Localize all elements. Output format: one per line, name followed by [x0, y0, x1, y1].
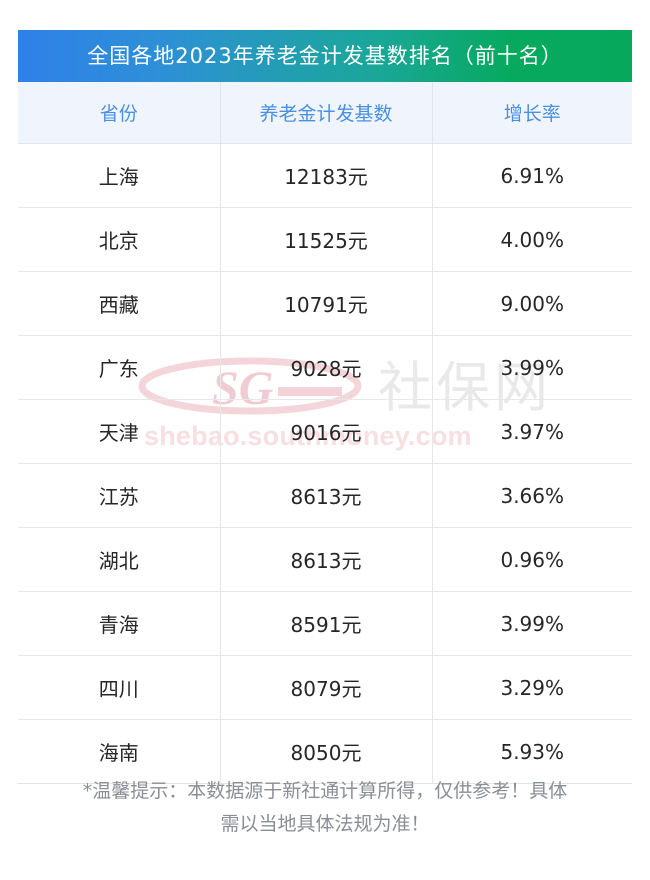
- cell-growth: 0.96%: [432, 527, 632, 592]
- table-row: 广东 9028元 3.99%: [18, 335, 632, 400]
- table-header: 省份 养老金计发基数 增长率: [18, 82, 632, 144]
- pension-ranking-table: 省份 养老金计发基数 增长率 上海 12183元 6.91% 北京 11525元…: [18, 82, 632, 784]
- cell-province: 湖北: [18, 527, 221, 592]
- cell-province: 西藏: [18, 271, 221, 336]
- footer-note-line-1: *温馨提示：本数据源于新社通计算所得，仅供参考！具体: [82, 780, 568, 802]
- cell-growth: 3.97%: [432, 399, 632, 464]
- table-row: 湖北 8613元 0.96%: [18, 527, 632, 592]
- column-header-growth: 增长率: [432, 82, 632, 144]
- cell-growth: 6.91%: [432, 143, 632, 208]
- cell-province: 广东: [18, 335, 221, 400]
- cell-base: 10791元: [220, 271, 433, 336]
- cell-province: 北京: [18, 207, 221, 272]
- column-header-province: 省份: [18, 82, 221, 144]
- column-header-base: 养老金计发基数: [220, 82, 433, 144]
- ranking-table-container: 全国各地2023年养老金计发基数排名（前十名） 省份 养老金计发基数 增长率 上…: [18, 30, 632, 784]
- cell-base: 12183元: [220, 143, 433, 208]
- table-header-row: 省份 养老金计发基数 增长率: [18, 82, 632, 144]
- table-row: 天津 9016元 3.97%: [18, 399, 632, 464]
- cell-province: 上海: [18, 143, 221, 208]
- cell-growth: 3.99%: [432, 591, 632, 656]
- table-row: 青海 8591元 3.99%: [18, 591, 632, 656]
- cell-base: 8050元: [220, 719, 433, 784]
- cell-province: 四川: [18, 655, 221, 720]
- cell-base: 8591元: [220, 591, 433, 656]
- cell-growth: 3.66%: [432, 463, 632, 528]
- cell-province: 江苏: [18, 463, 221, 528]
- footer-note: *温馨提示：本数据源于新社通计算所得，仅供参考！具体 需以当地具体法规为准！: [18, 775, 632, 841]
- table-row: 海南 8050元 5.93%: [18, 719, 632, 784]
- table-title-bar: 全国各地2023年养老金计发基数排名（前十名）: [18, 30, 632, 82]
- cell-base: 11525元: [220, 207, 433, 272]
- cell-province: 海南: [18, 719, 221, 784]
- table-row: 江苏 8613元 3.66%: [18, 463, 632, 528]
- cell-growth: 9.00%: [432, 271, 632, 336]
- table-body: 上海 12183元 6.91% 北京 11525元 4.00% 西藏 10791…: [18, 143, 632, 784]
- cell-growth: 3.29%: [432, 655, 632, 720]
- table-row: 北京 11525元 4.00%: [18, 207, 632, 272]
- table-row: 西藏 10791元 9.00%: [18, 271, 632, 336]
- cell-base: 8079元: [220, 655, 433, 720]
- cell-base: 9028元: [220, 335, 433, 400]
- cell-base: 8613元: [220, 463, 433, 528]
- footer-note-line-2: 需以当地具体法规为准！: [220, 813, 430, 835]
- cell-growth: 5.93%: [432, 719, 632, 784]
- table-row: 上海 12183元 6.91%: [18, 143, 632, 208]
- cell-growth: 3.99%: [432, 335, 632, 400]
- cell-province: 天津: [18, 399, 221, 464]
- cell-growth: 4.00%: [432, 207, 632, 272]
- cell-base: 9016元: [220, 399, 433, 464]
- table-row: 四川 8079元 3.29%: [18, 655, 632, 720]
- cell-base: 8613元: [220, 527, 433, 592]
- cell-province: 青海: [18, 591, 221, 656]
